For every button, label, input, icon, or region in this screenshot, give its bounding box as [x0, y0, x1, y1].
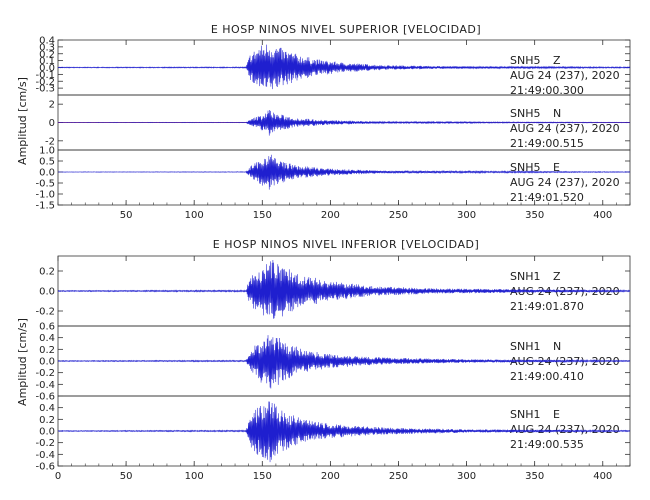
- trace-station: SNH1: [510, 270, 540, 283]
- chart-title: E HOSP NINOS NIVEL INFERIOR [VELOCIDAD]: [213, 238, 479, 251]
- y-tick-label: -1.0: [35, 190, 55, 201]
- trace-time: 21:49:00.300: [510, 84, 584, 97]
- trace: SNH5 N AUG 24 (237), 2020 21:49:00.515: [510, 107, 620, 150]
- trace-component: N: [553, 340, 561, 353]
- trace-date: AUG 24 (237), 2020: [510, 176, 620, 189]
- x-tick-label: 100: [185, 471, 204, 482]
- y-tick-label: -0.3: [35, 84, 55, 95]
- trace-date: AUG 24 (237), 2020: [510, 69, 620, 82]
- y-axis-label: Amplitud [cm/s]: [16, 77, 29, 165]
- waveform-line: [57, 154, 631, 190]
- x-axis: 50 100 150 200 250 300 350 400: [57, 40, 631, 221]
- trace-date: AUG 24 (237), 2020: [510, 122, 620, 135]
- x-tick-label: 300: [457, 471, 476, 482]
- x-tick-label: 350: [525, 210, 544, 221]
- trace-date: AUG 24 (237), 2020: [510, 423, 620, 436]
- x-tick-label: 350: [525, 471, 544, 482]
- y-tick-label: -0.5: [35, 179, 55, 190]
- y-tick-label: -0.1: [35, 70, 55, 81]
- trace-component: E: [553, 408, 560, 421]
- x-tick-label: 300: [457, 210, 476, 221]
- x-tick-label: 100: [185, 210, 204, 221]
- x-tick-label: 50: [120, 471, 133, 482]
- x-tick-label: 400: [593, 210, 612, 221]
- x-tick-label: 400: [593, 471, 612, 482]
- trace-station: SNH5: [510, 161, 540, 174]
- trace: SNH1 Z AUG 24 (237), 2020 21:49:01.870: [510, 270, 620, 313]
- trace-plot: 1.00.50.0-0.5-1.0-1.5: [35, 146, 631, 212]
- x-tick-label: 150: [253, 210, 272, 221]
- y-tick-label: 0.0: [39, 357, 55, 368]
- y-tick-label: 0.4: [39, 403, 55, 414]
- trace-station: SNH5: [510, 54, 540, 67]
- waveform-line: [57, 259, 631, 319]
- x-tick-label: 150: [253, 471, 272, 482]
- x-tick-label: 200: [321, 210, 340, 221]
- chart-panel-upper: E HOSP NINOS NIVEL SUPERIOR [VELOCIDAD] …: [16, 23, 620, 204]
- trace-station: SNH1: [510, 340, 540, 353]
- y-tick-label: 2: [49, 100, 55, 111]
- chart-plot-area-lower: 0.20.0-0.20.60.40.20.0-0.2-0.4-0.60.40.2…: [35, 255, 631, 482]
- y-tick-label: -2: [45, 136, 55, 147]
- y-tick-label: -1.5: [35, 201, 55, 212]
- y-tick-label: -0.4: [35, 450, 55, 461]
- trace-component: N: [553, 107, 561, 120]
- y-tick-label: 0.3: [39, 42, 55, 53]
- y-tick-label: 0.4: [39, 333, 55, 344]
- x-tick-label: 250: [389, 471, 408, 482]
- trace: SNH5 E AUG 24 (237), 2020 21:49:01.520: [510, 161, 620, 204]
- waveform-line: [57, 401, 631, 463]
- trace: SNH5 Z AUG 24 (237), 2020 21:49:00.300: [510, 54, 620, 97]
- x-tick-label: 0: [55, 471, 61, 482]
- y-tick-label: -0.6: [35, 462, 55, 473]
- chart-panel-lower: E HOSP NINOS NIVEL INFERIOR [VELOCIDAD] …: [16, 238, 620, 451]
- waveform-line: [57, 44, 631, 90]
- y-axis-label: Amplitud [cm/s]: [16, 318, 29, 406]
- trace-time: 21:49:00.410: [510, 370, 584, 383]
- y-tick-label: 0.5: [39, 157, 55, 168]
- y-tick-label: -0.6: [35, 392, 55, 403]
- x-axis: 0 50 100 150 200 250 300 350 400: [55, 256, 631, 482]
- y-tick-label: 0.6: [39, 322, 55, 333]
- y-tick-label: 0.2: [39, 345, 55, 356]
- trace-station: SNH5: [510, 107, 540, 120]
- y-tick-label: 0.1: [39, 56, 55, 67]
- waveform-line: [57, 110, 631, 136]
- traces: SNH5 Z AUG 24 (237), 2020 21:49:00.300 S…: [510, 54, 620, 204]
- y-tick-label: 0.0: [39, 168, 55, 179]
- y-tick-label: 0.0: [39, 287, 55, 298]
- y-tick-label: 0: [49, 118, 55, 129]
- trace-component: E: [553, 161, 560, 174]
- y-tick-label: 0.2: [39, 267, 55, 278]
- trace-time: 21:49:00.515: [510, 137, 584, 150]
- y-tick-label: -0.4: [35, 380, 55, 391]
- waveform-line: [57, 335, 631, 389]
- trace-time: 21:49:01.520: [510, 191, 584, 204]
- x-tick-label: 50: [120, 210, 133, 221]
- trace-component: Z: [553, 54, 561, 67]
- trace-time: 21:49:00.535: [510, 438, 584, 451]
- y-tick-label: 0.2: [39, 49, 55, 60]
- y-tick-label: -0.2: [35, 368, 55, 379]
- y-tick-label: -0.2: [35, 77, 55, 88]
- trace-station: SNH1: [510, 408, 540, 421]
- trace-component: Z: [553, 270, 561, 283]
- y-tick-label: 0.4: [39, 36, 55, 47]
- y-tick-label: 0.0: [39, 427, 55, 438]
- x-tick-label: 200: [321, 471, 340, 482]
- trace-time: 21:49:01.870: [510, 300, 584, 313]
- y-tick-label: 0.0: [39, 63, 55, 74]
- y-tick-label: -0.2: [35, 307, 55, 318]
- chart-title: E HOSP NINOS NIVEL SUPERIOR [VELOCIDAD]: [211, 23, 481, 36]
- y-tick-label: -0.2: [35, 438, 55, 449]
- y-tick-label: 0.2: [39, 415, 55, 426]
- y-tick-label: 1.0: [39, 146, 55, 157]
- chart-plot-area-upper: 0.40.30.20.10.0-0.1-0.2-0.320-21.00.50.0…: [35, 36, 631, 221]
- x-tick-label: 250: [389, 210, 408, 221]
- traces: SNH1 Z AUG 24 (237), 2020 21:49:01.870 S…: [510, 270, 620, 451]
- trace: SNH1 E AUG 24 (237), 2020 21:49:00.535: [510, 408, 620, 451]
